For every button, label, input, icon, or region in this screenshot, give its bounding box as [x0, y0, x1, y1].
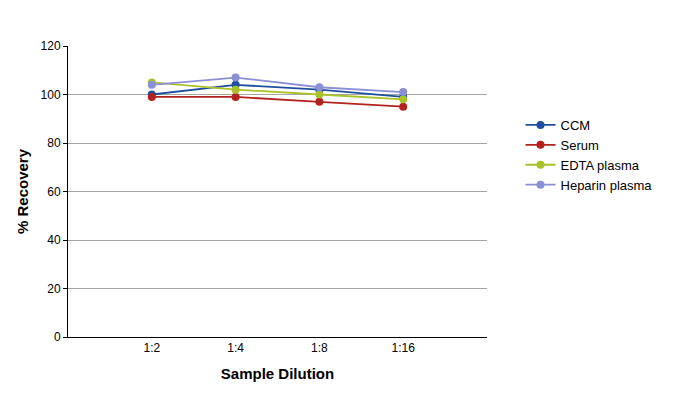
svg-text:40: 40	[47, 233, 61, 247]
svg-text:% Recovery: % Recovery	[14, 148, 31, 234]
svg-text:80: 80	[47, 136, 61, 150]
svg-text:60: 60	[47, 185, 61, 199]
svg-text:EDTA plasma: EDTA plasma	[561, 158, 640, 173]
svg-text:120: 120	[41, 39, 61, 53]
svg-text:0: 0	[54, 330, 61, 344]
svg-text:Heparin plasma: Heparin plasma	[561, 178, 653, 193]
svg-text:1:16: 1:16	[392, 341, 416, 355]
svg-text:20: 20	[47, 282, 61, 296]
svg-text:1:8: 1:8	[311, 341, 328, 355]
svg-text:Sample Dilution: Sample Dilution	[221, 365, 334, 382]
svg-text:100: 100	[41, 88, 61, 102]
svg-text:1:4: 1:4	[227, 341, 244, 355]
svg-text:CCM: CCM	[561, 118, 591, 133]
svg-text:Serum: Serum	[561, 138, 599, 153]
svg-text:1:2: 1:2	[143, 341, 160, 355]
